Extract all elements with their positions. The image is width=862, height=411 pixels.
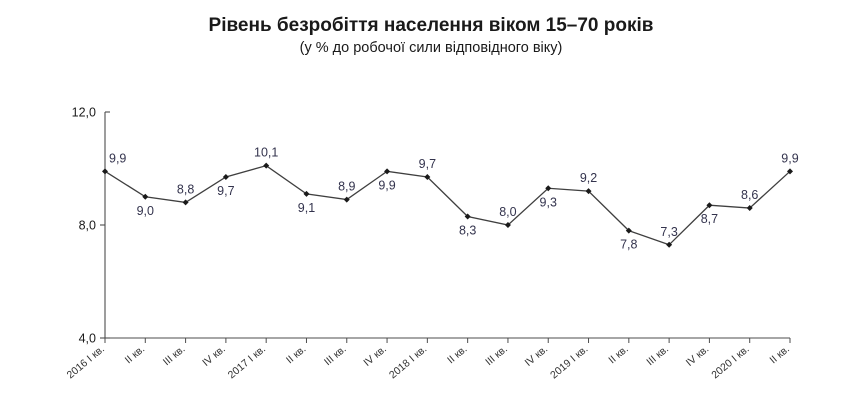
svg-text:7,3: 7,3 <box>660 225 677 239</box>
svg-text:8,3: 8,3 <box>459 224 476 238</box>
svg-text:9,0: 9,0 <box>137 204 154 218</box>
svg-text:2017 I кв.: 2017 I кв. <box>226 343 268 381</box>
svg-text:10,1: 10,1 <box>254 146 278 160</box>
svg-text:9,9: 9,9 <box>781 151 798 165</box>
svg-text:9,2: 9,2 <box>580 171 597 185</box>
svg-text:12,0: 12,0 <box>72 106 96 120</box>
svg-text:2018 I кв.: 2018 I кв. <box>387 343 429 381</box>
svg-text:4,0: 4,0 <box>79 332 96 346</box>
svg-text:IV кв.: IV кв. <box>200 343 228 369</box>
svg-text:II кв.: II кв. <box>445 343 469 366</box>
svg-text:II кв.: II кв. <box>123 343 147 366</box>
svg-text:8,0: 8,0 <box>499 205 516 219</box>
svg-text:IV кв.: IV кв. <box>361 343 389 369</box>
svg-text:8,0: 8,0 <box>79 219 96 233</box>
svg-text:2020 I кв.: 2020 I кв. <box>709 343 751 381</box>
svg-text:9,1: 9,1 <box>298 201 315 215</box>
svg-text:8,8: 8,8 <box>177 182 194 196</box>
svg-text:2019 I кв.: 2019 I кв. <box>548 343 590 381</box>
svg-text:III кв.: III кв. <box>161 343 188 368</box>
svg-text:9,9: 9,9 <box>378 178 395 192</box>
svg-text:IV кв.: IV кв. <box>523 343 551 369</box>
svg-text:III кв.: III кв. <box>644 343 671 368</box>
svg-text:IV кв.: IV кв. <box>684 343 712 369</box>
svg-text:2016 I кв.: 2016 I кв. <box>65 343 107 381</box>
svg-text:II кв.: II кв. <box>606 343 630 366</box>
svg-text:9,9: 9,9 <box>109 151 126 165</box>
svg-text:9,7: 9,7 <box>419 157 436 171</box>
svg-text:III кв.: III кв. <box>483 343 510 368</box>
svg-text:8,7: 8,7 <box>701 212 718 226</box>
svg-text:7,8: 7,8 <box>620 238 637 252</box>
svg-text:8,9: 8,9 <box>338 180 355 194</box>
svg-text:III кв.: III кв. <box>322 343 349 368</box>
svg-text:8,6: 8,6 <box>741 188 758 202</box>
svg-text:II кв.: II кв. <box>284 343 308 366</box>
svg-text:II кв.: II кв. <box>767 343 791 366</box>
svg-text:9,7: 9,7 <box>217 184 234 198</box>
svg-text:9,3: 9,3 <box>540 195 557 209</box>
